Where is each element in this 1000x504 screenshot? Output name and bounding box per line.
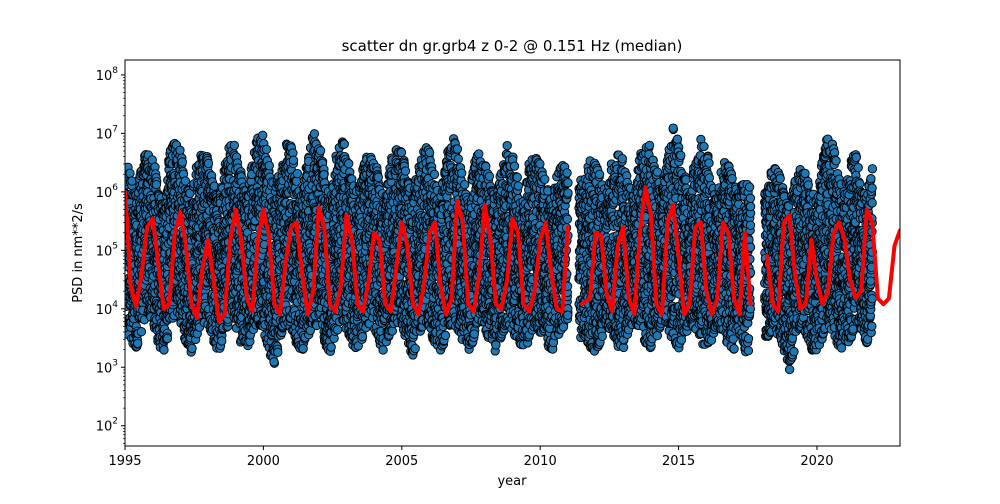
scatter-point [326, 342, 336, 352]
scatter-point [400, 166, 411, 176]
scatter-point [440, 330, 451, 341]
scatter-point [291, 176, 302, 186]
scatter-point [229, 140, 240, 151]
scatter-point [453, 154, 463, 164]
scatter-point [162, 333, 173, 344]
scatter-point [309, 129, 320, 139]
scatter-point [175, 145, 185, 155]
scatter-point [457, 168, 467, 178]
scatter-point [292, 168, 303, 179]
plot-layer [125, 123, 900, 375]
scatter-point [136, 327, 147, 337]
scatter-point [298, 343, 308, 354]
scatter-point [315, 146, 326, 156]
scatter-point [125, 168, 135, 178]
scatter-point [269, 357, 279, 367]
scatter-point [387, 326, 397, 336]
scatter-point [177, 157, 187, 167]
scatter-point [151, 179, 162, 190]
scatter-point [452, 144, 463, 154]
scatter-point [424, 147, 435, 158]
scatter-point [339, 139, 349, 149]
scatter-point [429, 169, 440, 180]
scatter-point [344, 158, 354, 169]
scatter-point [159, 345, 169, 355]
scatter-point [319, 170, 329, 180]
scatter-point [396, 147, 407, 158]
scatter-point [217, 336, 227, 346]
scatter-point [258, 130, 268, 140]
scatter-point [410, 343, 420, 354]
scatter-point [187, 343, 197, 354]
scatter-point [288, 155, 299, 165]
scatter-point [332, 325, 343, 335]
scatter-point [180, 176, 191, 186]
scatter-point [261, 144, 272, 155]
scatter-point [203, 158, 214, 169]
scatter-point [273, 347, 283, 357]
scatter-point [264, 161, 274, 171]
scatter-point [357, 332, 368, 342]
scatter-point [378, 345, 388, 355]
scatter-point [133, 338, 143, 348]
scatter-point [373, 172, 383, 182]
